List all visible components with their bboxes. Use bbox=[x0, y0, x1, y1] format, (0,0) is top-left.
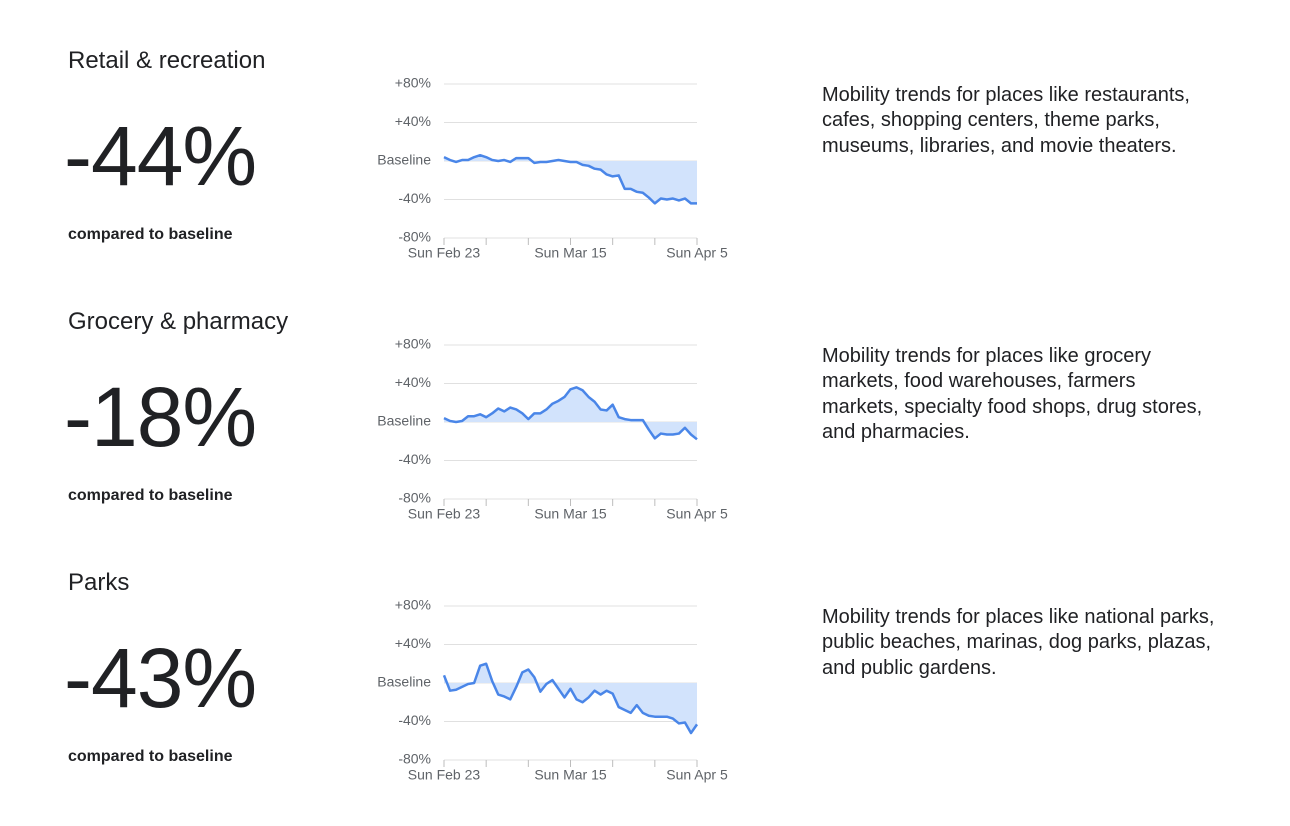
description: Mobility trends for places like restaura… bbox=[822, 83, 1190, 159]
y-tick-label: +40% bbox=[395, 113, 431, 129]
metric-section: Retail & recreation -44% compared to basel… bbox=[0, 0, 1290, 260]
area bbox=[444, 155, 697, 204]
description-line: markets, food warehouses, farmers bbox=[822, 370, 1136, 393]
description-line: Mobility trends for places like grocery bbox=[822, 345, 1152, 367]
x-tick-label: Sun Mar 15 bbox=[534, 245, 607, 261]
x-tick-label: Sun Mar 15 bbox=[534, 506, 607, 522]
description-line: and public gardens. bbox=[822, 656, 997, 679]
description-line: markets, specialty food shops, drug stor… bbox=[822, 395, 1203, 418]
headline-value: -18% bbox=[64, 370, 257, 464]
y-tick-label: Baseline bbox=[377, 674, 431, 690]
metric-section: Grocery & pharmacy -18% compared to baseli… bbox=[0, 261, 1290, 521]
x-tick-label: Sun Feb 23 bbox=[408, 767, 481, 783]
y-tick-label: Baseline bbox=[377, 413, 431, 429]
y-tick-label: -40% bbox=[398, 451, 431, 467]
description: Mobility trends for places like national… bbox=[822, 605, 1214, 681]
x-tick-label: Sun Feb 23 bbox=[408, 506, 481, 522]
headline-value: -44% bbox=[64, 109, 257, 203]
section-title: Parks bbox=[68, 569, 130, 596]
description-line: Mobility trends for places like national… bbox=[822, 606, 1215, 628]
y-tick-label: -40% bbox=[398, 190, 431, 206]
x-tick-label: Sun Apr 5 bbox=[666, 245, 728, 261]
metric-section: Parks -43% compared to baseline Mobility tr… bbox=[0, 522, 1290, 782]
description-line: cafes, shopping centers, theme parks, bbox=[822, 109, 1160, 132]
section-title: Grocery & pharmacy bbox=[68, 308, 289, 335]
x-tick-label: Sun Mar 15 bbox=[534, 767, 607, 783]
description: Mobility trends for places like grocery m… bbox=[822, 344, 1202, 445]
y-tick-label: -40% bbox=[398, 712, 431, 728]
line bbox=[442, 662, 699, 735]
line bbox=[443, 386, 698, 441]
y-tick-label: +40% bbox=[395, 374, 431, 390]
description-line: and pharmacies. bbox=[822, 420, 970, 443]
caption: compared to baseline bbox=[68, 748, 233, 765]
y-tick-label: -80% bbox=[398, 751, 431, 767]
x-tick-label: Sun Apr 5 bbox=[666, 506, 728, 522]
area bbox=[444, 663, 697, 734]
y-tick-label: +80% bbox=[395, 336, 431, 352]
description-line: public beaches, marinas, dog parks, plaz… bbox=[822, 631, 1212, 654]
section-title: Retail & recreation bbox=[68, 47, 266, 74]
x-tick-label: Sun Feb 23 bbox=[408, 245, 481, 261]
y-tick-label: Baseline bbox=[377, 152, 431, 168]
headline-value: -43% bbox=[64, 631, 257, 725]
y-tick-label: +80% bbox=[395, 75, 431, 91]
y-tick-label: -80% bbox=[398, 490, 431, 506]
line bbox=[443, 153, 697, 205]
y-tick-label: -80% bbox=[398, 229, 431, 245]
y-tick-label: +80% bbox=[395, 597, 431, 613]
description-line: museums, libraries, and movie theaters. bbox=[822, 134, 1177, 157]
caption: compared to baseline bbox=[68, 226, 233, 243]
description-line: Mobility trends for places like restaura… bbox=[822, 84, 1190, 106]
y-tick-label: +40% bbox=[395, 635, 431, 651]
area bbox=[444, 387, 697, 440]
x-tick-label: Sun Apr 5 bbox=[666, 767, 728, 783]
caption: compared to baseline bbox=[68, 487, 233, 504]
